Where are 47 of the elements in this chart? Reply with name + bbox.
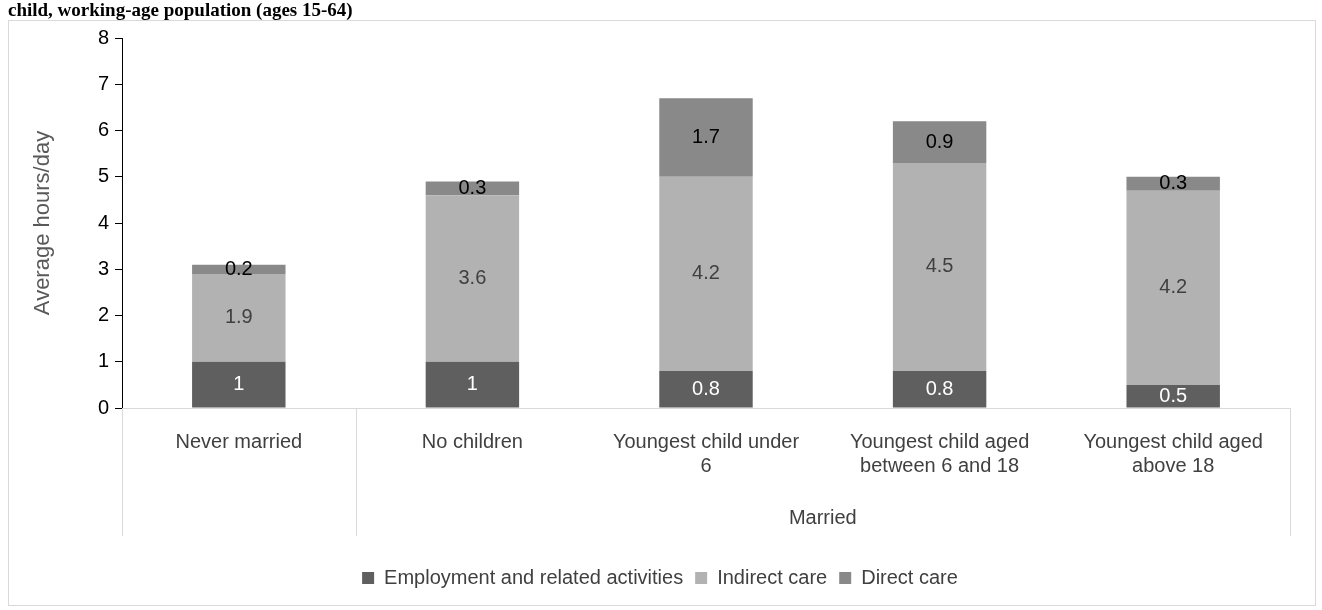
bar	[192, 273, 286, 362]
bar	[892, 121, 987, 163]
bar	[659, 176, 753, 371]
y-tick-label: 2	[97, 303, 109, 326]
data-label: 0.9	[925, 129, 954, 152]
y-tick-label: 1	[97, 349, 109, 372]
data-label: 4.2	[692, 261, 720, 284]
bar	[659, 98, 753, 177]
data-label: 1	[466, 372, 478, 395]
bar	[1126, 176, 1220, 191]
legend-label: Employment and related activities	[384, 565, 684, 588]
data-label: 4.2	[1159, 275, 1188, 298]
x-tick-label: Youngest child aged above 18	[1083, 429, 1263, 476]
text: Married	[788, 505, 857, 528]
y-axis-title: Average hours/day	[29, 130, 55, 316]
bar	[1126, 190, 1220, 385]
x-tick-label: Youngest child aged between 6 and 18	[849, 429, 1030, 476]
data-label: 0.8	[925, 376, 954, 399]
y-tick-label: 7	[97, 71, 109, 94]
y-tick-label: 8	[97, 25, 109, 48]
x-tick-label: Never married	[175, 429, 303, 452]
bar	[425, 195, 520, 362]
bar	[659, 371, 753, 408]
data-label: 0.5	[1159, 383, 1188, 406]
legend-label: Direct care	[861, 565, 958, 588]
data-label: 1.7	[692, 124, 720, 147]
data-label: 4.5	[925, 254, 954, 277]
data-label: 1	[233, 372, 245, 395]
y-tick-label: 0	[97, 395, 109, 418]
data-label: 0.3	[1159, 171, 1188, 194]
y-tick-label: 3	[97, 256, 109, 279]
x-tick-label: Youngest child under 6	[612, 429, 800, 476]
bar	[192, 361, 286, 408]
y-tick-label: 5	[97, 164, 109, 187]
bar	[425, 361, 520, 408]
legend-label: Indirect care	[717, 565, 828, 588]
data-label: 1.9	[224, 305, 253, 328]
data-label: 0.3	[458, 175, 487, 198]
x-tick-label: No children	[421, 429, 523, 452]
bar	[892, 162, 987, 371]
data-label: 3.6	[458, 266, 487, 289]
bar	[892, 371, 987, 408]
y-tick-label: 6	[97, 118, 109, 141]
chart-title: child, working-age population (ages 15-64)	[8, 0, 353, 20]
y-tick-label: 4	[97, 210, 109, 233]
data-label: 0.8	[692, 376, 720, 399]
bar	[1126, 384, 1220, 408]
